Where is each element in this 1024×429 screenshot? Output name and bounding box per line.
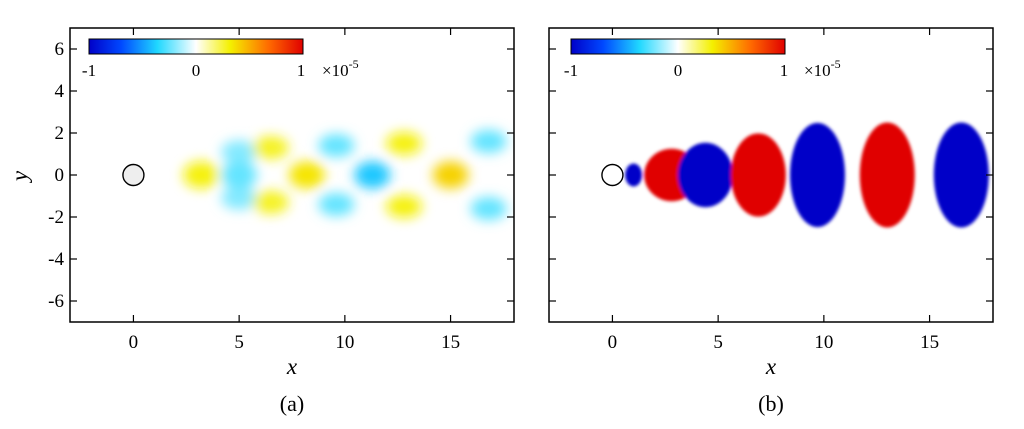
panel-a-wake-structure [354,161,391,189]
panel-a-wake-structure [183,161,220,189]
x-tick-label: 10 [814,332,833,353]
panel-b-wake-structure [730,133,786,217]
panel-b: 0 5 10 15 -1 0 1 ×10-5 x (b) [548,27,994,416]
y-tick-label: 4 [55,81,65,102]
panel-a-wake-structure [252,190,289,214]
panel-b-colorbar-min: -1 [564,61,578,80]
y-tick-label: -4 [48,249,64,270]
panel-a-ylabel: y [7,170,32,183]
panel-a-wake-structure [386,194,423,219]
panel-b-colorbar-bar [570,38,786,55]
panel-a-wake-structure [318,134,355,158]
x-tick-label: 5 [713,332,723,353]
panel-b-wake-structure [625,163,643,187]
panel-a-wake-structure [221,161,258,189]
y-tick-label: 0 [55,165,65,186]
panel-b-wake-structure [790,122,845,228]
panel-b-colorbar: -1 0 1 ×10-5 [564,38,841,80]
panel-a-field [183,129,507,221]
y-tick-label: 6 [55,39,65,60]
panel-a-wake-structure [221,140,258,164]
panel-a-wake-structure [288,161,325,189]
x-tick-label: 10 [335,332,354,353]
x-tick-label: 0 [129,332,139,353]
x-tick-label: 15 [920,332,939,353]
panel-b-xlabel: x [765,354,777,379]
panel-b-wake-structure [933,122,989,228]
panel-a-caption: (a) [280,391,304,416]
panel-a-wake-structure [386,131,423,156]
panel-a-wake-structure [470,197,507,221]
y-tick-label: 2 [55,123,65,144]
x-tick-label: 5 [234,332,244,353]
panel-b-field-blobs [625,122,989,228]
panel-a-cylinder [122,163,145,187]
panel-a-xlabel: x [286,354,298,379]
panel-b-ticks: 0 5 10 15 [549,28,993,353]
panel-b-colorbar-exponent: ×10-5 [804,57,841,80]
panel-a-colorbar-exponent: ×10-5 [322,57,359,80]
panel-a-wake-structure [470,129,507,153]
panel-a-wake-structure [318,192,355,216]
panel-a-colorbar-mid: 0 [192,61,201,80]
panel-b-colorbar-max: 1 [780,61,789,80]
panel-a-field-blobs [183,129,507,221]
panel-a-colorbar-max: 1 [297,61,306,80]
y-tick-label: -2 [48,207,64,228]
panel-a-wake-structure [221,186,258,210]
panel-b-caption: (b) [758,391,784,416]
y-tick-label: -6 [48,291,64,312]
panel-a-wake-structure [252,136,289,160]
x-tick-label: 15 [441,332,460,353]
panel-b-colorbar-mid: 0 [674,61,683,80]
panel-a-colorbar-min: -1 [82,61,96,80]
panel-a-colorbar: -1 0 1 ×10-5 [82,38,359,80]
panel-a-colorbar-bar [88,38,304,55]
panel-b-field [625,122,989,228]
x-tick-label: 0 [608,332,618,353]
panel-a-wake-structure [432,161,469,189]
panel-b-wake-structure [677,142,733,208]
panel-b-cylinder [601,163,624,187]
panel-b-wake-structure [859,122,915,228]
